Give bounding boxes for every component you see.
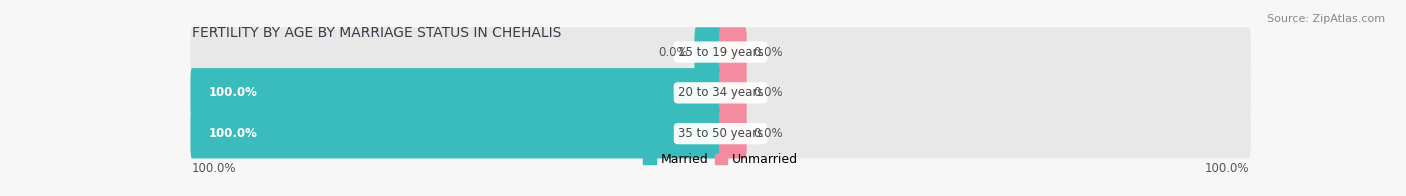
Text: 100.0%: 100.0%	[1205, 162, 1249, 175]
Text: Source: ZipAtlas.com: Source: ZipAtlas.com	[1267, 14, 1385, 24]
Text: 100.0%: 100.0%	[208, 86, 257, 99]
FancyBboxPatch shape	[718, 68, 747, 118]
Text: 15 to 19 years: 15 to 19 years	[678, 46, 763, 59]
Text: 35 to 50 years: 35 to 50 years	[678, 127, 763, 140]
FancyBboxPatch shape	[718, 27, 747, 77]
FancyBboxPatch shape	[695, 27, 723, 77]
Text: 0.0%: 0.0%	[658, 46, 688, 59]
Text: 100.0%: 100.0%	[193, 162, 236, 175]
Text: 100.0%: 100.0%	[208, 127, 257, 140]
Text: 0.0%: 0.0%	[754, 86, 783, 99]
FancyBboxPatch shape	[190, 68, 723, 118]
FancyBboxPatch shape	[718, 109, 747, 158]
FancyBboxPatch shape	[190, 68, 1251, 118]
FancyBboxPatch shape	[190, 109, 1251, 158]
Legend: Married, Unmarried: Married, Unmarried	[638, 148, 803, 171]
FancyBboxPatch shape	[190, 109, 723, 158]
Text: 20 to 34 years: 20 to 34 years	[678, 86, 763, 99]
Text: 0.0%: 0.0%	[754, 46, 783, 59]
FancyBboxPatch shape	[190, 27, 1251, 77]
Text: 0.0%: 0.0%	[754, 127, 783, 140]
Text: FERTILITY BY AGE BY MARRIAGE STATUS IN CHEHALIS: FERTILITY BY AGE BY MARRIAGE STATUS IN C…	[193, 25, 561, 40]
